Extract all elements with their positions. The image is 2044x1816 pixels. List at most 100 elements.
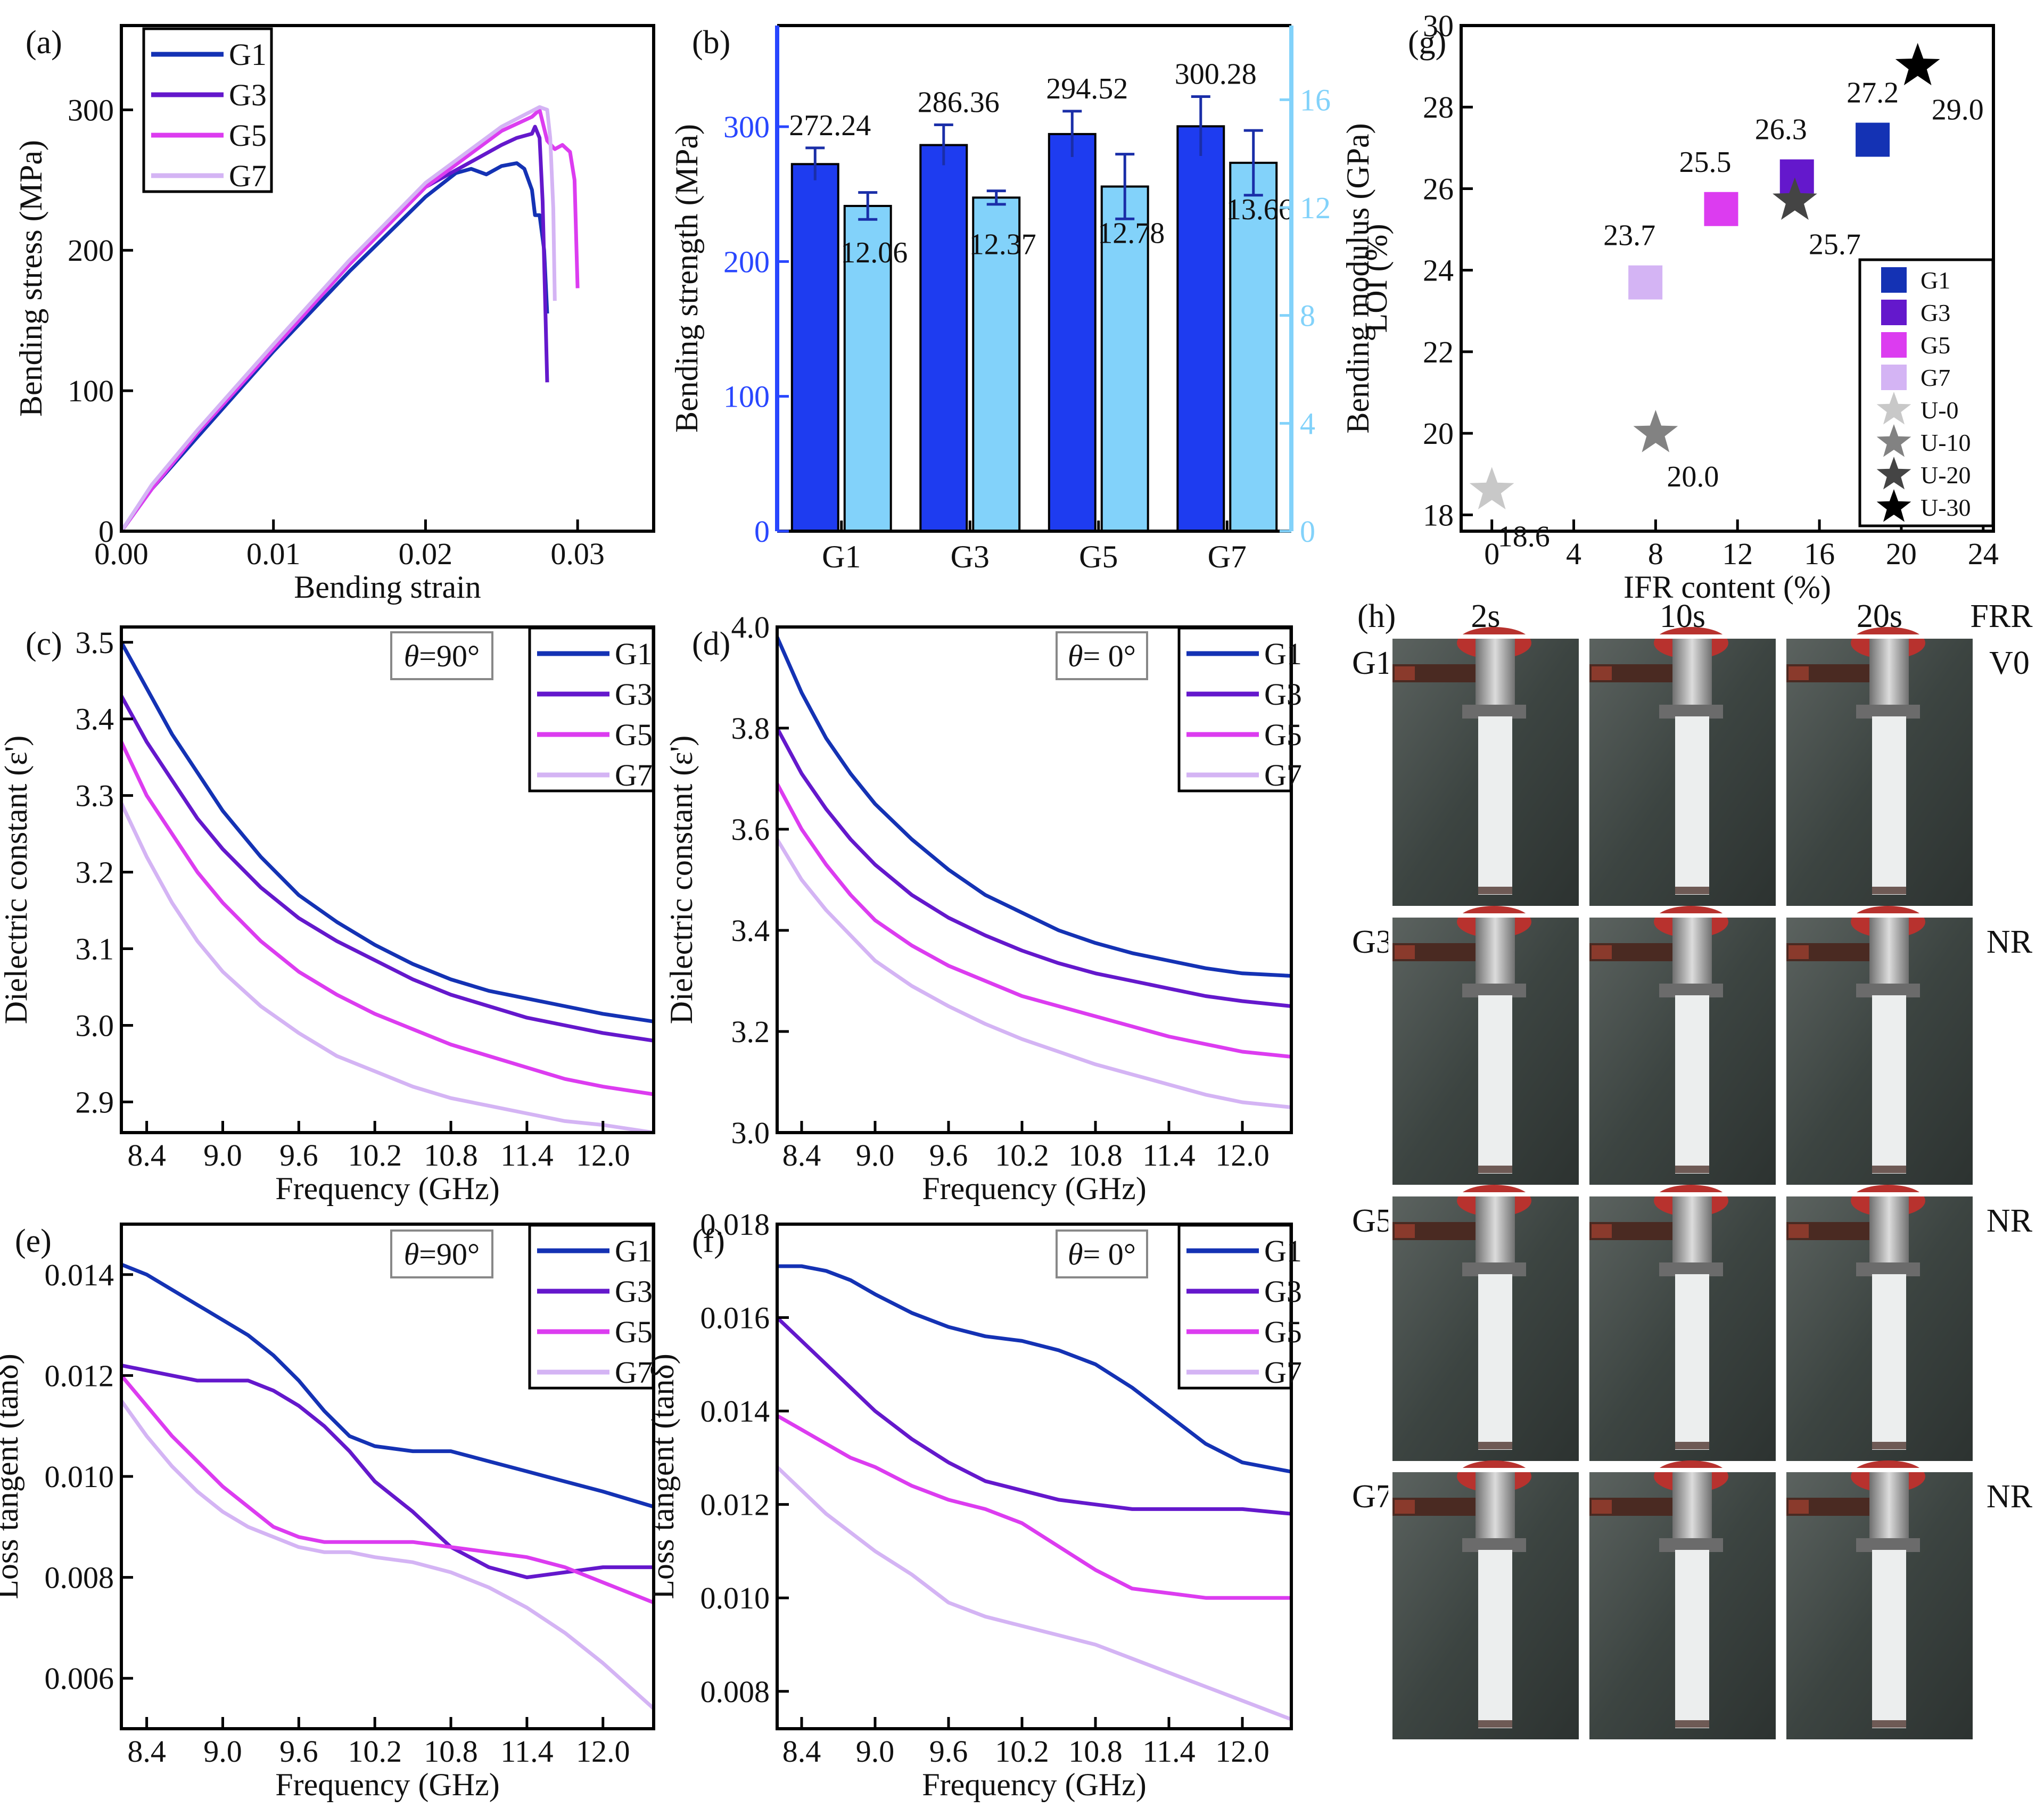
specimen-strip bbox=[1872, 1274, 1906, 1450]
theta-symbol: θ bbox=[1068, 639, 1083, 673]
x-tick-label: 0 bbox=[1484, 536, 1499, 571]
data-label-modulus: 13.66 bbox=[1226, 193, 1293, 226]
clamp-tip bbox=[1395, 1224, 1415, 1238]
panel-label: (e) bbox=[15, 1223, 52, 1259]
y2-tick-label: 8 bbox=[1300, 299, 1315, 333]
chart-b: 272.24 12.06 G1 286.36 12.37 G3 294.52 12.78 G5 3… bbox=[669, 24, 1375, 574]
rod-collar bbox=[1462, 1262, 1526, 1276]
bar-modulus-g7 bbox=[1229, 161, 1278, 533]
flame-photo bbox=[1388, 906, 1583, 1189]
chart-f: 8.4 9.0 9.6 10.2 10.8 11.4 12.0 Frequency (GHz)… bbox=[645, 1207, 1302, 1802]
x-tick-label: 10.8 bbox=[1068, 1734, 1123, 1769]
legend-label-g7: G7 bbox=[615, 1355, 653, 1390]
x-tick-label: 10.8 bbox=[424, 1734, 478, 1769]
clamp-tip bbox=[1395, 1500, 1415, 1514]
series-line-g7 bbox=[120, 105, 557, 532]
legend-label-g3: G3 bbox=[1264, 677, 1302, 712]
y-tick-label: 24 bbox=[1423, 253, 1454, 288]
bars-group: 272.24 12.06 G1 286.36 12.37 G3 294.52 12.78 G5 3… bbox=[789, 58, 1293, 574]
data-label-u-10: 20.0 bbox=[1667, 460, 1719, 493]
y-tick-label: 3.0 bbox=[76, 1008, 114, 1043]
x-tick-label: 0.03 bbox=[550, 536, 605, 571]
x-tick-label: 10.2 bbox=[348, 1734, 402, 1769]
y-axis: 0 100 200 300 Bending stress (MPa) bbox=[13, 93, 133, 549]
y-tick-label: 0.006 bbox=[45, 1661, 114, 1696]
metal-rod bbox=[1672, 915, 1712, 990]
panel-label: (d) bbox=[692, 626, 730, 662]
chart-d: 8.4 9.0 9.6 10.2 10.8 11.4 12.0 Frequency (GHz)… bbox=[664, 610, 1302, 1206]
series-line-g3 bbox=[119, 695, 654, 1043]
clamp-tip bbox=[1592, 1500, 1612, 1514]
frr-header: FRR bbox=[1970, 598, 2033, 634]
point-u-20 bbox=[1773, 177, 1817, 220]
metal-rod bbox=[1476, 1194, 1515, 1269]
clamp-tip bbox=[1789, 1224, 1809, 1238]
charred-tip bbox=[1478, 887, 1512, 894]
x-tick-label: 24 bbox=[1968, 536, 1999, 571]
x-axis-title: Bending strain bbox=[294, 569, 481, 605]
y-axis-title: Dielectric constant (ε') bbox=[664, 736, 699, 1024]
data-label-g5: 25.5 bbox=[1679, 146, 1731, 179]
charred-tip bbox=[1675, 1442, 1709, 1449]
series-line-g5 bbox=[120, 108, 580, 533]
series-line-g7 bbox=[120, 1399, 655, 1710]
specimen-strip bbox=[1872, 716, 1906, 895]
y2-tick-label: 0 bbox=[1300, 514, 1315, 549]
x-tick-label: 8.4 bbox=[782, 1734, 821, 1769]
y-axis-title: Loss tangent (tanδ) bbox=[0, 1353, 24, 1599]
charred-tip bbox=[1675, 887, 1709, 894]
metal-rod bbox=[1476, 1470, 1515, 1545]
point-u-10 bbox=[1633, 410, 1678, 452]
data-label-u-20: 25.7 bbox=[1809, 228, 1861, 261]
legend-label-g1: G1 bbox=[615, 1234, 653, 1268]
legend-marker-g3 bbox=[1881, 300, 1907, 325]
flame-photo bbox=[1388, 627, 1583, 910]
y-axis-right: 0 4 8 12 16 Bending modulus (GPa) bbox=[1280, 82, 1375, 549]
specimen-strip bbox=[1872, 1550, 1906, 1728]
y-tick-label: 3.1 bbox=[76, 932, 114, 967]
x-tick-label: 0.01 bbox=[246, 536, 301, 571]
sample-label: G3 bbox=[1352, 924, 1392, 960]
metal-rod bbox=[1476, 637, 1515, 711]
specimen-strip bbox=[1675, 1550, 1709, 1728]
x-tick-label: 8.4 bbox=[782, 1138, 821, 1173]
y2-tick-label: 16 bbox=[1300, 82, 1331, 117]
rod-collar bbox=[1659, 1262, 1723, 1276]
panel-label: (a) bbox=[26, 24, 62, 61]
charred-tip bbox=[1872, 887, 1906, 894]
y-axis: 18 20 22 24 26 28 30 LOI (%) bbox=[1358, 9, 1473, 532]
legend-label-g1: G1 bbox=[1264, 1234, 1302, 1268]
series-line-g3 bbox=[121, 1363, 654, 1580]
plot-frame bbox=[776, 625, 1293, 1134]
series-line-g5 bbox=[776, 1414, 1291, 1600]
x-tick-label: 11.4 bbox=[1142, 1138, 1195, 1173]
x-tick-label: 11.4 bbox=[1142, 1734, 1195, 1769]
x-tick-label: 20 bbox=[1886, 536, 1917, 571]
x-tick-label: 11.4 bbox=[500, 1734, 553, 1769]
x-tick-label: 4 bbox=[1566, 536, 1581, 571]
x-tick-label: 9.6 bbox=[279, 1734, 318, 1769]
metal-rod bbox=[1869, 1194, 1909, 1269]
bar-strength-g7 bbox=[1176, 125, 1225, 533]
series-line-g5 bbox=[120, 1374, 655, 1605]
flame-photo bbox=[1585, 906, 1780, 1189]
x-tick-label: 9.0 bbox=[856, 1138, 895, 1173]
x-axis: 8.4 9.0 9.6 10.2 10.8 11.4 12.0 Frequency (GHz) bbox=[127, 1121, 630, 1206]
bar-strength-g3 bbox=[919, 144, 968, 532]
y-axis: 2.9 3.0 3.1 3.2 3.3 3.4 3.5 Dielectric constant… bbox=[0, 625, 133, 1119]
series-line-g7 bbox=[776, 1465, 1292, 1721]
y-tick-label: 0.010 bbox=[700, 1581, 770, 1615]
y-tick-label: 3.8 bbox=[731, 711, 770, 746]
y-axis: 0.006 0.008 0.010 0.012 0.014 Loss tangent (t… bbox=[0, 1258, 133, 1696]
legend-label-g5: G5 bbox=[1921, 332, 1950, 359]
y-tick-label: 0.008 bbox=[700, 1674, 770, 1709]
theta-annotation: θ=90° bbox=[390, 631, 493, 680]
annotation-box bbox=[1056, 1229, 1148, 1278]
rod-collar bbox=[1856, 1538, 1920, 1552]
y-tick-label: 18 bbox=[1423, 498, 1454, 532]
y-tick-label: 28 bbox=[1423, 90, 1454, 125]
point-g7 bbox=[1628, 265, 1663, 300]
flame-photo bbox=[1388, 1185, 1583, 1465]
